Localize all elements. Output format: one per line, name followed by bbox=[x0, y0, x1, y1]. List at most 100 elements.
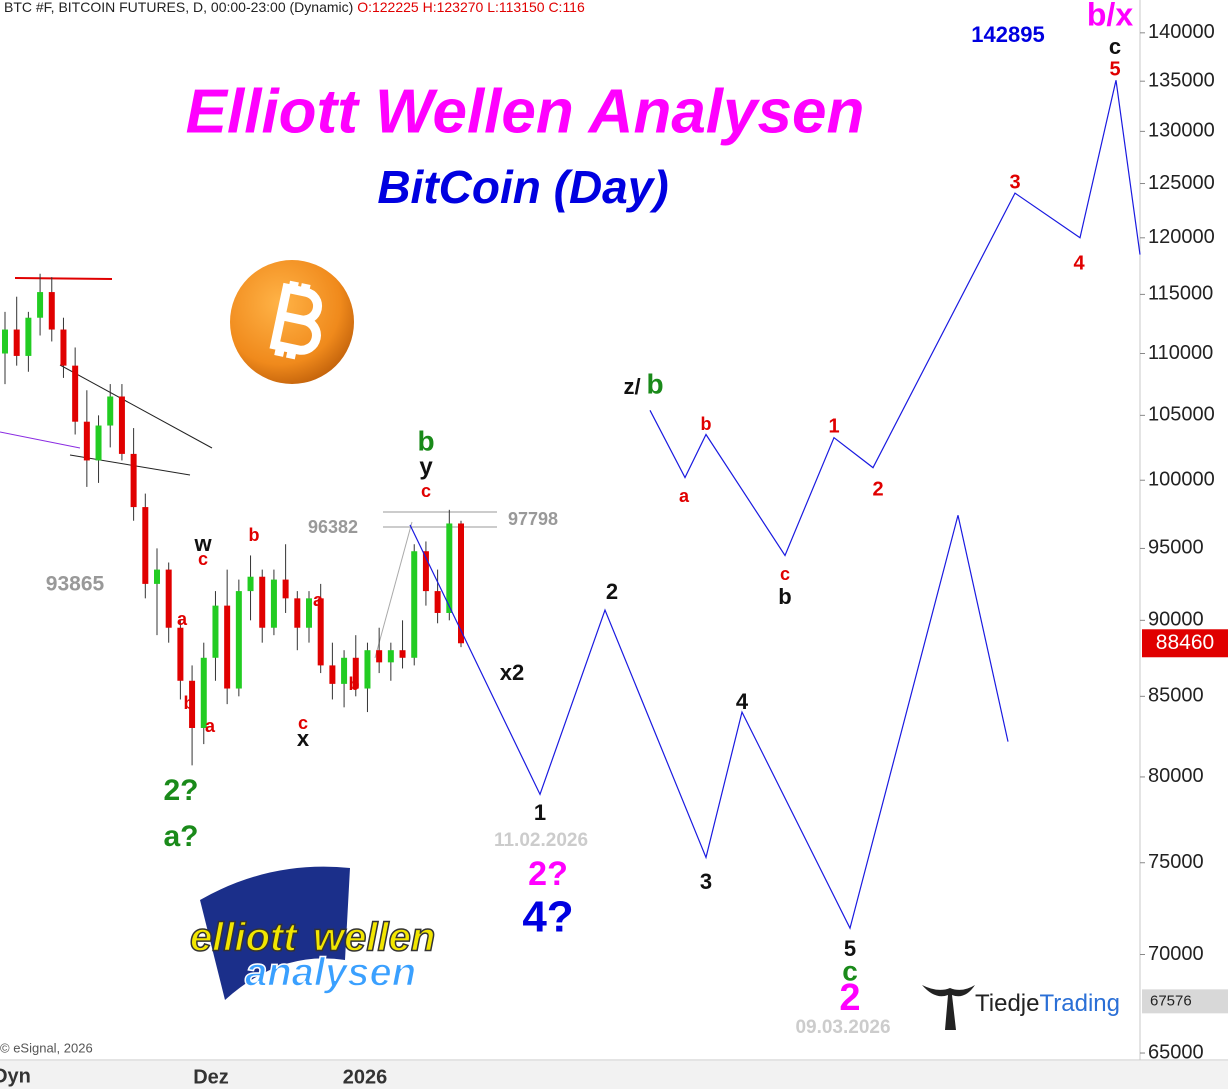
wave-label: b bbox=[184, 693, 195, 713]
candle-body bbox=[352, 657, 359, 689]
chart-header: BTC #F, BITCOIN FUTURES, D, 00:00-23:00 … bbox=[4, 0, 585, 15]
candle-body bbox=[259, 576, 266, 628]
y-tick-label: 85000 bbox=[1148, 685, 1204, 707]
candle-body bbox=[247, 576, 254, 592]
x-tick-label: Dyn bbox=[0, 1065, 31, 1087]
wave-label: 2 bbox=[872, 478, 883, 500]
wave-label: 3 bbox=[700, 869, 712, 894]
wave-label: 96382 bbox=[308, 517, 358, 537]
y-tick-label: 135000 bbox=[1148, 69, 1215, 91]
coin-symbol bbox=[269, 280, 322, 360]
candle-body bbox=[411, 551, 418, 658]
time-axis bbox=[0, 1061, 1228, 1089]
x-tick-label: Dez bbox=[193, 1066, 229, 1088]
candle-body bbox=[83, 421, 90, 461]
wave-label: 5 bbox=[1109, 58, 1120, 80]
ohlc-info: O:122225 H:123270 L:113150 C:116 bbox=[357, 0, 585, 15]
trend-line bbox=[69, 454, 191, 476]
wave-label: 1 bbox=[534, 800, 546, 825]
candle-body bbox=[306, 598, 312, 628]
candle-body bbox=[37, 292, 44, 318]
trend-line bbox=[0, 431, 81, 449]
x-tick-label: 2026 bbox=[343, 1066, 388, 1088]
y-tick-label: 120000 bbox=[1148, 226, 1215, 248]
candle-body bbox=[446, 523, 453, 613]
y-tick-label: 65000 bbox=[1148, 1041, 1204, 1063]
wave-label: 3 bbox=[1009, 171, 1020, 193]
wave-label: 4 bbox=[736, 689, 749, 714]
wave-label: c bbox=[842, 955, 858, 986]
candle-body bbox=[294, 598, 301, 628]
candle-body bbox=[212, 605, 219, 658]
candle-body bbox=[95, 425, 102, 461]
candle-body bbox=[341, 657, 348, 684]
brand-name: TiedjeTrading bbox=[975, 990, 1120, 1017]
y-tick-label: 90000 bbox=[1148, 609, 1204, 631]
chart-title: Elliott Wellen Analysen bbox=[186, 77, 865, 146]
y-tick-label: 130000 bbox=[1148, 120, 1215, 142]
logo-flag bbox=[200, 866, 350, 1000]
copyright: © eSignal, 2026 bbox=[0, 1040, 93, 1055]
plot-area bbox=[2, 80, 1141, 930]
price-marker-tag bbox=[1142, 989, 1228, 1014]
candle-body bbox=[189, 680, 196, 728]
wave-label: b/x bbox=[1087, 0, 1133, 32]
candle-body bbox=[282, 579, 289, 599]
candle-body bbox=[2, 329, 8, 354]
symbol-info: BTC #F, BITCOIN FUTURES, D, 00:00-23:00 … bbox=[4, 0, 353, 15]
logo-word: analysen bbox=[245, 951, 416, 995]
candle-body bbox=[317, 598, 324, 666]
y-tick-label: 70000 bbox=[1148, 943, 1204, 965]
bull-icon bbox=[922, 985, 975, 1030]
wave-label: a? bbox=[163, 820, 198, 853]
last-price-tag bbox=[1142, 629, 1228, 658]
bitcoin-logo bbox=[230, 260, 354, 384]
wave-label: x2 bbox=[500, 660, 524, 685]
wave-label: x bbox=[297, 726, 310, 751]
candle-body bbox=[165, 569, 172, 628]
wave-label: a bbox=[679, 486, 690, 506]
wave-label: b bbox=[349, 674, 360, 694]
wave-label: y bbox=[419, 453, 433, 480]
logo-word: wellen bbox=[313, 916, 435, 960]
trend-line bbox=[374, 521, 413, 659]
candle-body bbox=[387, 650, 394, 663]
candle-body bbox=[130, 453, 137, 508]
logo-word: elliott bbox=[190, 916, 298, 960]
candle-body bbox=[376, 650, 383, 663]
y-tick-label: 95000 bbox=[1148, 537, 1204, 559]
wave-label: 2 bbox=[606, 579, 618, 604]
wave-label: b bbox=[417, 425, 434, 456]
candle-body bbox=[458, 523, 464, 644]
wave-label: 09.03.2026 bbox=[795, 1017, 890, 1038]
last-price-label: 88460 bbox=[1156, 631, 1214, 654]
wave-label: 142895 bbox=[971, 22, 1044, 47]
y-tick-label: 110000 bbox=[1148, 342, 1213, 364]
candle-body bbox=[118, 396, 125, 454]
wave-label: a bbox=[177, 609, 188, 629]
candle-body bbox=[177, 627, 184, 681]
wave-label: b bbox=[778, 584, 791, 609]
wave-label: 4 bbox=[1073, 252, 1085, 274]
wave-label: c bbox=[421, 481, 431, 501]
wave-label: c bbox=[298, 713, 308, 733]
candle-body bbox=[154, 569, 160, 584]
y-tick-label: 140000 bbox=[1148, 21, 1215, 43]
projection-line bbox=[409, 515, 1009, 930]
brand-part: Trading bbox=[1039, 990, 1119, 1017]
wave-label: c bbox=[1109, 34, 1121, 59]
y-tick-label: 105000 bbox=[1148, 404, 1215, 426]
tiedje-logo: TiedjeTrading bbox=[922, 985, 1120, 1030]
candle-body bbox=[364, 650, 371, 689]
y-tick-label: 125000 bbox=[1148, 172, 1215, 194]
wave-label: 5 bbox=[844, 936, 856, 961]
candle-body bbox=[48, 292, 55, 330]
wave-label: 2 bbox=[839, 977, 860, 1019]
wave-label: b bbox=[249, 525, 260, 545]
chart-subtitle: BitCoin (Day) bbox=[377, 161, 668, 213]
candle-body bbox=[270, 579, 277, 628]
elliott-logo: elliott wellen analysen bbox=[189, 866, 436, 1000]
y-tick-label: 100000 bbox=[1148, 469, 1215, 491]
